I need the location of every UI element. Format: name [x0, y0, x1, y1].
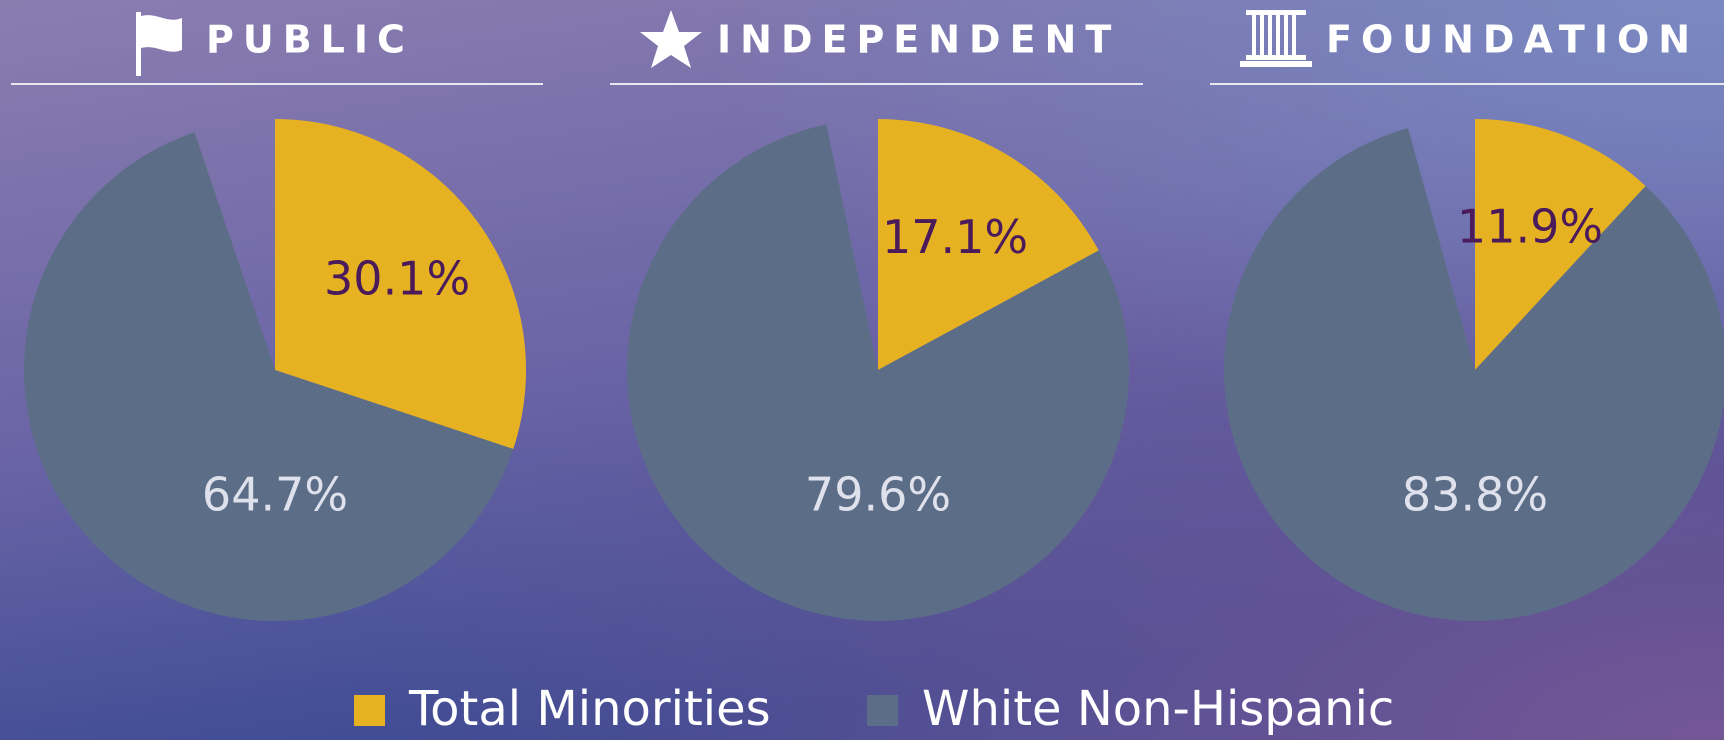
- chart-title: INDEPENDENT: [717, 18, 1120, 62]
- value-label: 83.8%: [1402, 468, 1548, 522]
- legend-label: Total Minorities: [408, 681, 771, 737]
- pie-slice: [275, 119, 527, 450]
- legend-label: White Non-Hispanic: [922, 681, 1394, 737]
- pie-slice: [878, 119, 1099, 370]
- pie-slice: [1475, 119, 1646, 370]
- value-label: 64.7%: [202, 468, 348, 522]
- value-label: 17.1%: [882, 210, 1028, 264]
- value-label: 79.6%: [805, 468, 951, 522]
- flag-icon: [136, 12, 182, 76]
- pie-slice: [1224, 128, 1724, 621]
- legend-swatch: [867, 695, 898, 726]
- building-icon: [1240, 10, 1312, 67]
- legend-swatch: [354, 695, 385, 726]
- value-label: 30.1%: [324, 251, 470, 305]
- chart-title: PUBLIC: [206, 18, 414, 62]
- star-icon: [640, 10, 702, 68]
- pie-slice: [627, 124, 1129, 622]
- chart-title: FOUNDATION: [1326, 18, 1699, 62]
- pie-slice: [24, 132, 514, 621]
- value-label: 11.9%: [1457, 199, 1603, 253]
